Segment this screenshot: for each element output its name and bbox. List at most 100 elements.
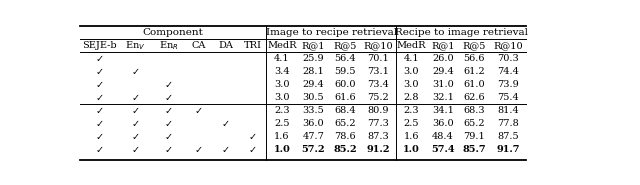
Text: MedR: MedR [397, 41, 426, 51]
Text: ✓: ✓ [131, 106, 140, 116]
Text: 1.0: 1.0 [403, 145, 420, 154]
Text: 75.2: 75.2 [367, 93, 389, 102]
Text: 87.5: 87.5 [497, 132, 519, 142]
Text: ✓: ✓ [164, 106, 173, 116]
Text: 70.3: 70.3 [497, 54, 519, 63]
Text: R@1: R@1 [301, 41, 325, 51]
Text: En$_V$: En$_V$ [125, 40, 146, 52]
Text: MedR: MedR [267, 41, 296, 51]
Text: 62.6: 62.6 [463, 93, 485, 102]
Text: Image to recipe retrieval: Image to recipe retrieval [266, 28, 397, 38]
Text: 3.0: 3.0 [274, 80, 290, 90]
Text: 91.7: 91.7 [496, 145, 520, 154]
Text: ✓: ✓ [95, 80, 104, 90]
Text: ✓: ✓ [131, 93, 140, 103]
Text: ✓: ✓ [95, 119, 104, 129]
Text: ✓: ✓ [95, 106, 104, 116]
Text: 77.8: 77.8 [497, 120, 519, 128]
Text: 85.7: 85.7 [463, 145, 486, 154]
Text: Component: Component [143, 28, 204, 38]
Text: 73.4: 73.4 [367, 80, 389, 90]
Text: 78.6: 78.6 [334, 132, 356, 142]
Text: ✓: ✓ [131, 132, 140, 142]
Text: R@1: R@1 [431, 41, 454, 51]
Text: 81.4: 81.4 [497, 107, 519, 115]
Text: DA: DA [218, 41, 233, 51]
Text: 36.0: 36.0 [303, 120, 324, 128]
Text: 65.2: 65.2 [463, 120, 485, 128]
Text: 4.1: 4.1 [274, 54, 290, 63]
Text: 30.5: 30.5 [303, 93, 324, 102]
Text: 85.2: 85.2 [333, 145, 356, 154]
Text: 31.0: 31.0 [432, 80, 454, 90]
Text: ✓: ✓ [194, 145, 202, 155]
Text: 59.5: 59.5 [334, 68, 356, 76]
Text: 29.4: 29.4 [303, 80, 324, 90]
Text: 74.4: 74.4 [497, 68, 519, 76]
Text: ✓: ✓ [221, 119, 230, 129]
Text: 1.6: 1.6 [274, 132, 290, 142]
Text: 65.2: 65.2 [334, 120, 356, 128]
Text: TRI: TRI [244, 41, 262, 51]
Text: 87.3: 87.3 [367, 132, 389, 142]
Text: 80.9: 80.9 [367, 107, 389, 115]
Text: ✓: ✓ [95, 132, 104, 142]
Text: 1.6: 1.6 [404, 132, 419, 142]
Text: ✓: ✓ [131, 145, 140, 155]
Text: 4.1: 4.1 [403, 54, 419, 63]
Text: ✓: ✓ [95, 67, 104, 77]
Text: 2.5: 2.5 [274, 120, 290, 128]
Text: 48.4: 48.4 [432, 132, 454, 142]
Text: ✓: ✓ [164, 145, 173, 155]
Text: 57.4: 57.4 [431, 145, 454, 154]
Text: 3.4: 3.4 [274, 68, 290, 76]
Text: ✓: ✓ [95, 93, 104, 103]
Text: 25.9: 25.9 [303, 54, 324, 63]
Text: ✓: ✓ [164, 132, 173, 142]
Text: Recipe to image retrieval: Recipe to image retrieval [395, 28, 527, 38]
Text: ✓: ✓ [95, 54, 104, 64]
Text: ✓: ✓ [164, 80, 173, 90]
Text: R@5: R@5 [333, 41, 356, 51]
Text: 73.1: 73.1 [367, 68, 389, 76]
Text: 2.3: 2.3 [274, 107, 290, 115]
Text: 68.4: 68.4 [334, 107, 356, 115]
Text: ✓: ✓ [194, 106, 202, 116]
Text: 3.0: 3.0 [274, 93, 290, 102]
Text: 68.3: 68.3 [463, 107, 485, 115]
Text: 91.2: 91.2 [366, 145, 390, 154]
Text: 3.0: 3.0 [404, 80, 419, 90]
Text: 2.8: 2.8 [404, 93, 419, 102]
Text: 56.4: 56.4 [334, 54, 356, 63]
Text: 2.5: 2.5 [404, 120, 419, 128]
Text: ✓: ✓ [131, 119, 140, 129]
Text: 33.5: 33.5 [303, 107, 324, 115]
Text: 1.0: 1.0 [273, 145, 291, 154]
Text: 26.0: 26.0 [432, 54, 454, 63]
Text: R@5: R@5 [463, 41, 486, 51]
Text: 2.3: 2.3 [403, 107, 419, 115]
Text: 73.9: 73.9 [497, 80, 519, 90]
Text: 75.4: 75.4 [497, 93, 519, 102]
Text: 57.2: 57.2 [301, 145, 325, 154]
Text: R@10: R@10 [493, 41, 523, 51]
Text: En$_R$: En$_R$ [159, 40, 179, 52]
Text: 36.0: 36.0 [432, 120, 454, 128]
Text: 29.4: 29.4 [432, 68, 454, 76]
Text: ✓: ✓ [131, 67, 140, 77]
Text: 32.1: 32.1 [432, 93, 454, 102]
Text: 70.1: 70.1 [367, 54, 389, 63]
Text: 77.3: 77.3 [367, 120, 389, 128]
Text: 61.2: 61.2 [463, 68, 485, 76]
Text: 79.1: 79.1 [463, 132, 485, 142]
Text: 61.6: 61.6 [334, 93, 356, 102]
Text: 47.7: 47.7 [303, 132, 324, 142]
Text: ✓: ✓ [249, 132, 257, 142]
Text: CA: CA [191, 41, 205, 51]
Text: 60.0: 60.0 [334, 80, 356, 90]
Text: 3.0: 3.0 [404, 68, 419, 76]
Text: SEJE-b: SEJE-b [82, 41, 116, 51]
Text: R@10: R@10 [364, 41, 393, 51]
Text: 56.6: 56.6 [463, 54, 485, 63]
Text: ✓: ✓ [164, 119, 173, 129]
